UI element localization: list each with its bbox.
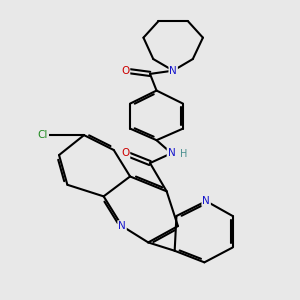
Text: Cl: Cl	[38, 130, 48, 140]
Text: N: N	[167, 148, 175, 158]
Text: N: N	[118, 221, 126, 231]
Text: N: N	[202, 196, 210, 206]
Text: N: N	[169, 66, 177, 76]
Text: H: H	[180, 149, 187, 159]
Text: O: O	[121, 148, 130, 158]
Text: O: O	[121, 66, 130, 76]
